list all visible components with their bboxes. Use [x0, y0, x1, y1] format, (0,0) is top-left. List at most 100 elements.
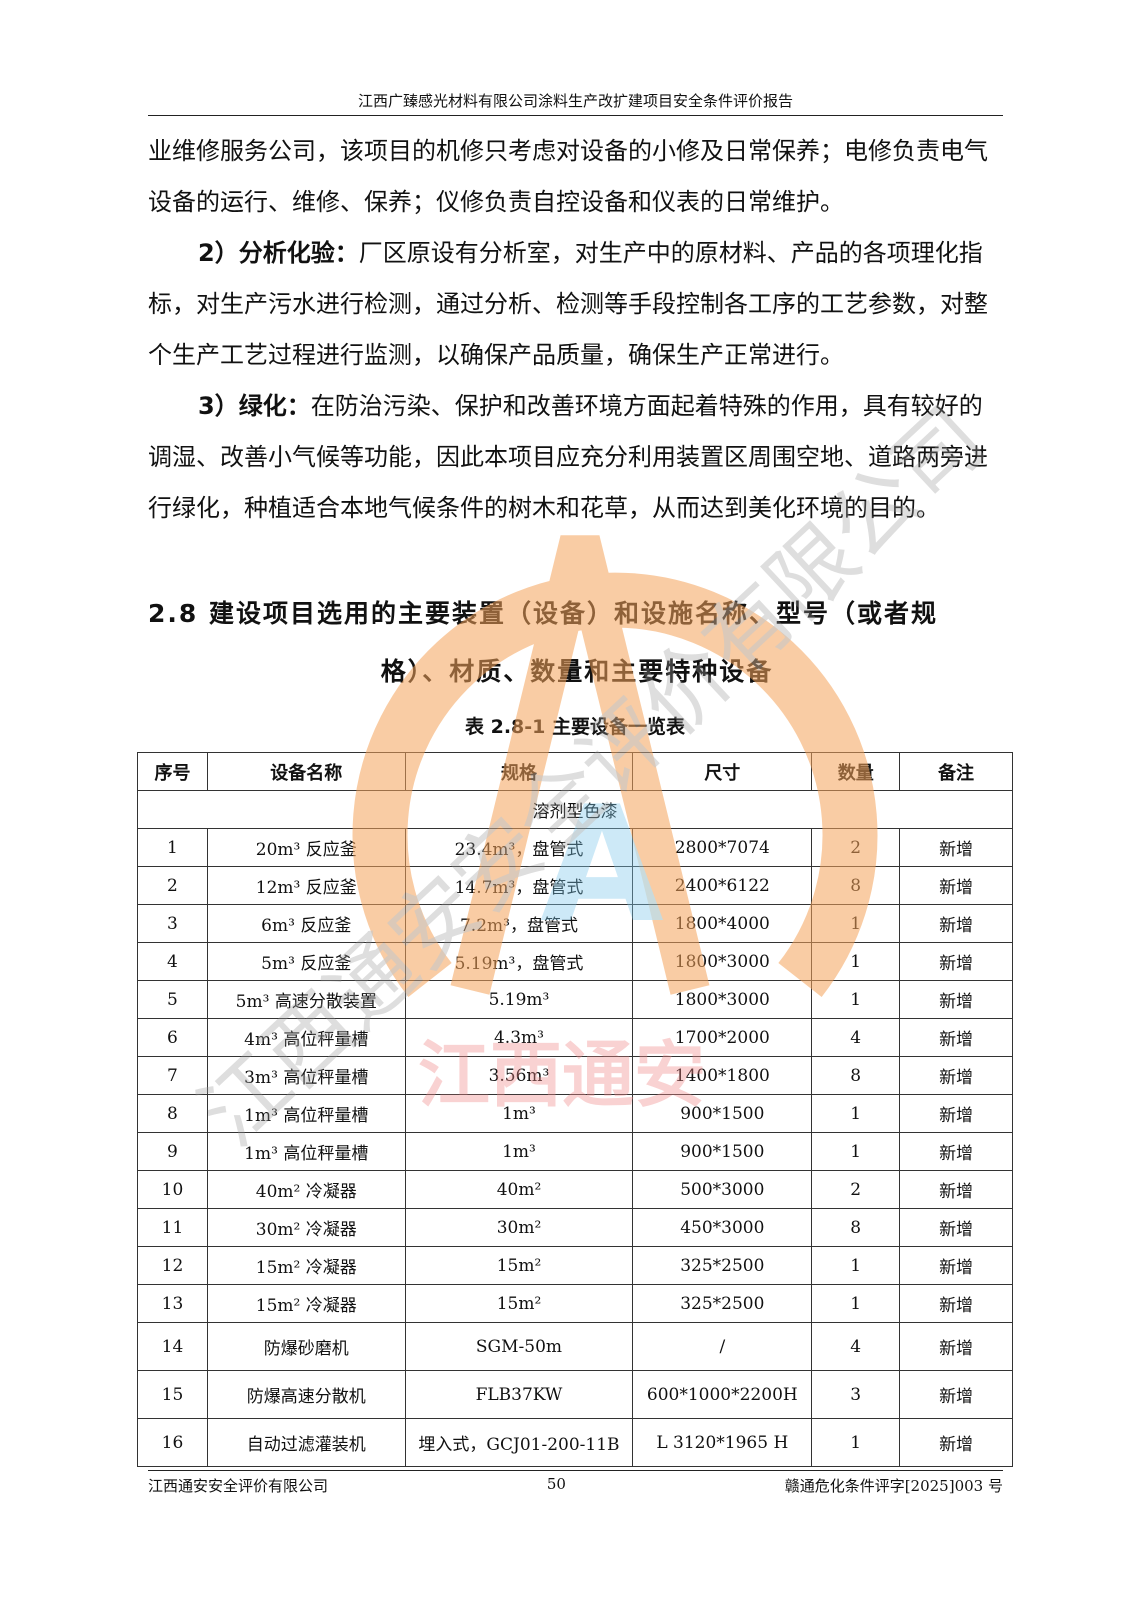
document-number: 赣通危化条件评字[2025]003 号 — [784, 1477, 1003, 1495]
analysis-label: 2）分析化验： — [198, 239, 359, 267]
table-cell: 3.56m³ — [404, 1056, 634, 1095]
table-cell: 5m³ 反应釜 — [206, 942, 406, 981]
table-cell: 8 — [137, 1094, 208, 1133]
table-cell: 500*3000 — [632, 1170, 813, 1209]
footer-company: 江西通安安全评价有限公司 — [148, 1477, 329, 1495]
table-cell: 7 — [137, 1056, 208, 1095]
table-cell: 新增 — [899, 1094, 1013, 1133]
table-cell: 12 — [137, 1246, 208, 1285]
body-text: 业维修服务公司，该项目的机修只考虑对设备的小修及日常保养；电修负责电气设备的运行… — [148, 126, 1006, 534]
table-cell: 3 — [137, 904, 208, 943]
table-cell: 8 — [811, 1208, 901, 1247]
table-cell: 1m³ 高位秤量槽 — [206, 1094, 406, 1133]
table-cell: 1800*4000 — [632, 904, 813, 943]
table-cell: SGM-50m — [404, 1322, 634, 1371]
table-cell: 新增 — [899, 1284, 1013, 1323]
table-cell: 1 — [811, 1246, 901, 1285]
table-cell: 2400*6122 — [632, 866, 813, 905]
table-cell: 8 — [811, 1056, 901, 1095]
table-cell: 40m² — [404, 1170, 634, 1209]
table-cell: 4.3m³ — [404, 1018, 634, 1057]
table-row: 5 5m³ 高速分散装置 5.19m³ 1800*3000 1 新增 — [137, 980, 1013, 1019]
table-cell: 1800*3000 — [632, 980, 813, 1019]
table-cell: 1 — [811, 904, 901, 943]
table-cell: 防爆高速分散机 — [206, 1370, 406, 1419]
page-number: 50 — [546, 1475, 566, 1493]
group-label: 溶剂型色漆 — [137, 790, 1013, 829]
table-caption: 表 2.8-1 主要设备一览表 — [465, 716, 685, 738]
table-header-row: 序号 设备名称 规格 尺寸 数量 备注 — [137, 752, 1013, 791]
section-heading-line1: 2.8 建设项目选用的主要装置（设备）和设施名称、型号（或者规 — [148, 599, 938, 628]
table-row: 14 防爆砂磨机 SGM-50m/4 新增 — [137, 1322, 1013, 1371]
table-cell: 1700*2000 — [632, 1018, 813, 1057]
table-cell: 1m³ 高位秤量槽 — [206, 1132, 406, 1171]
table-cell: 埋入式，GCJ01-200-11B — [404, 1418, 634, 1467]
table-cell: 1 — [137, 828, 208, 867]
table-cell: 新增 — [899, 866, 1013, 905]
table-cell: 20m³ 反应釜 — [206, 828, 406, 867]
table-cell: 900*1500 — [632, 1132, 813, 1171]
table-cell: 10 — [137, 1170, 208, 1209]
table-cell: 新增 — [899, 904, 1013, 943]
table-cell: 新增 — [899, 1018, 1013, 1057]
table-cell: 新增 — [899, 1132, 1013, 1171]
running-header: 江西广臻感光材料有限公司涂料生产改扩建项目安全条件评价报告 — [148, 90, 1003, 116]
table-cell: 6 — [137, 1018, 208, 1057]
table-cell: 自动过滤灌装机 — [206, 1418, 406, 1467]
table-cell: 12m³ 反应釜 — [206, 866, 406, 905]
table-cell: FLB37KW — [404, 1370, 634, 1419]
table-cell: 2 — [137, 866, 208, 905]
table-cell: 1 — [811, 1418, 901, 1467]
column-header: 尺寸 — [632, 752, 813, 791]
table-cell: 8 — [811, 866, 901, 905]
table-cell: 15m² — [404, 1284, 634, 1323]
table-cell: 1 — [811, 1132, 901, 1171]
table-row: 7 3m³ 高位秤量槽 3.56m³ 1400*1800 8 新增 — [137, 1056, 1013, 1095]
table-cell: 16 — [137, 1418, 208, 1467]
table-cell: 1800*3000 — [632, 942, 813, 981]
greening-label: 3）绿化： — [198, 392, 311, 420]
column-header: 数量 — [811, 752, 901, 791]
paragraph-greening: 3）绿化：在防治污染、保护和改善环境方面起着特殊的作用，具有较好的调湿、改善小气… — [148, 381, 1006, 534]
table-cell: 新增 — [899, 1246, 1013, 1285]
equipment-table: 序号 设备名称 规格 尺寸 数量 备注 溶剂型色漆 1 20m³ 反应釜 23.4m³，盘管式… — [137, 752, 1013, 1467]
table-cell: 新增 — [899, 1370, 1013, 1419]
table-row: 3 6m³ 反应釜 7.2m³，盘管式 1800*4000 1 新增 — [137, 904, 1013, 943]
table-cell: 6m³ 反应釜 — [206, 904, 406, 943]
table-row: 15 防爆高速分散机 FLB37KW 600*1000*2200H 3 新增 — [137, 1370, 1013, 1419]
table-cell: 5.19m³，盘管式 — [404, 942, 634, 981]
table-cell: 13 — [137, 1284, 208, 1323]
table-cell: 5 — [137, 980, 208, 1019]
table-cell: 2800*7074 — [632, 828, 813, 867]
section-heading: 2.8 建设项目选用的主要装置（设备）和设施名称、型号（或者规 格）、材质、数量… — [148, 585, 1006, 701]
column-header: 规格 — [404, 752, 634, 791]
table-cell: 5.19m³ — [404, 980, 634, 1019]
table-row: 4 5m³ 反应釜 5.19m³，盘管式 1800*3000 1 新增 — [137, 942, 1013, 981]
table-cell: 30m² 冷凝器 — [206, 1208, 406, 1247]
table-row: 6 4m³ 高位秤量槽 4.3m³ 1700*2000 4 新增 — [137, 1018, 1013, 1057]
table-cell: 新增 — [899, 828, 1013, 867]
table-cell: 新增 — [899, 942, 1013, 981]
table-cell: 新增 — [899, 980, 1013, 1019]
table-cell: 7.2m³，盘管式 — [404, 904, 634, 943]
table-cell: 3m³ 高位秤量槽 — [206, 1056, 406, 1095]
table-cell: 1 — [811, 1094, 901, 1133]
table-cell: 325*2500 — [632, 1246, 813, 1285]
table-cell: 新增 — [899, 1170, 1013, 1209]
table-cell: 40m² 冷凝器 — [206, 1170, 406, 1209]
table-cell: 5m³ 高速分散装置 — [206, 980, 406, 1019]
table-cell: 23.4m³，盘管式 — [404, 828, 634, 867]
table-cell: 4 — [811, 1322, 901, 1371]
table-cell: 防爆砂磨机 — [206, 1322, 406, 1371]
table-cell: 新增 — [899, 1322, 1013, 1371]
table-cell: 4 — [811, 1018, 901, 1057]
table-cell: 新增 — [899, 1208, 1013, 1247]
table-cell: 30m² — [404, 1208, 634, 1247]
section-heading-line2: 格）、材质、数量和主要特种设备 — [380, 657, 774, 686]
table-row: 9 1m³ 高位秤量槽 1m³ 900*1500 1 新增 — [137, 1132, 1013, 1171]
table-row: 12 15m² 冷凝器 15m² 325*2500 1 新增 — [137, 1246, 1013, 1285]
table-cell: 15m² 冷凝器 — [206, 1246, 406, 1285]
table-cell: 4 — [137, 942, 208, 981]
page-footer: 江西通安安全评价有限公司 50 赣通危化条件评字[2025]003 号 — [148, 1470, 1003, 1496]
